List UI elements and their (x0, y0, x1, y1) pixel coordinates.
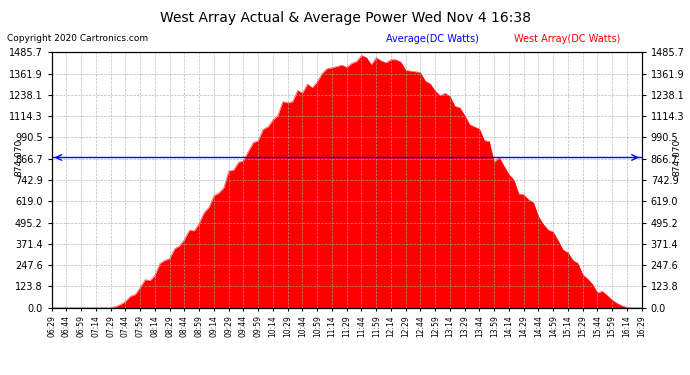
Text: Average(DC Watts): Average(DC Watts) (386, 34, 480, 44)
Text: 874.070: 874.070 (673, 139, 682, 176)
Text: 874.070: 874.070 (14, 139, 23, 176)
Text: Copyright 2020 Cartronics.com: Copyright 2020 Cartronics.com (7, 34, 148, 43)
Text: West Array(DC Watts): West Array(DC Watts) (514, 34, 620, 44)
Text: West Array Actual & Average Power Wed Nov 4 16:38: West Array Actual & Average Power Wed No… (159, 11, 531, 25)
